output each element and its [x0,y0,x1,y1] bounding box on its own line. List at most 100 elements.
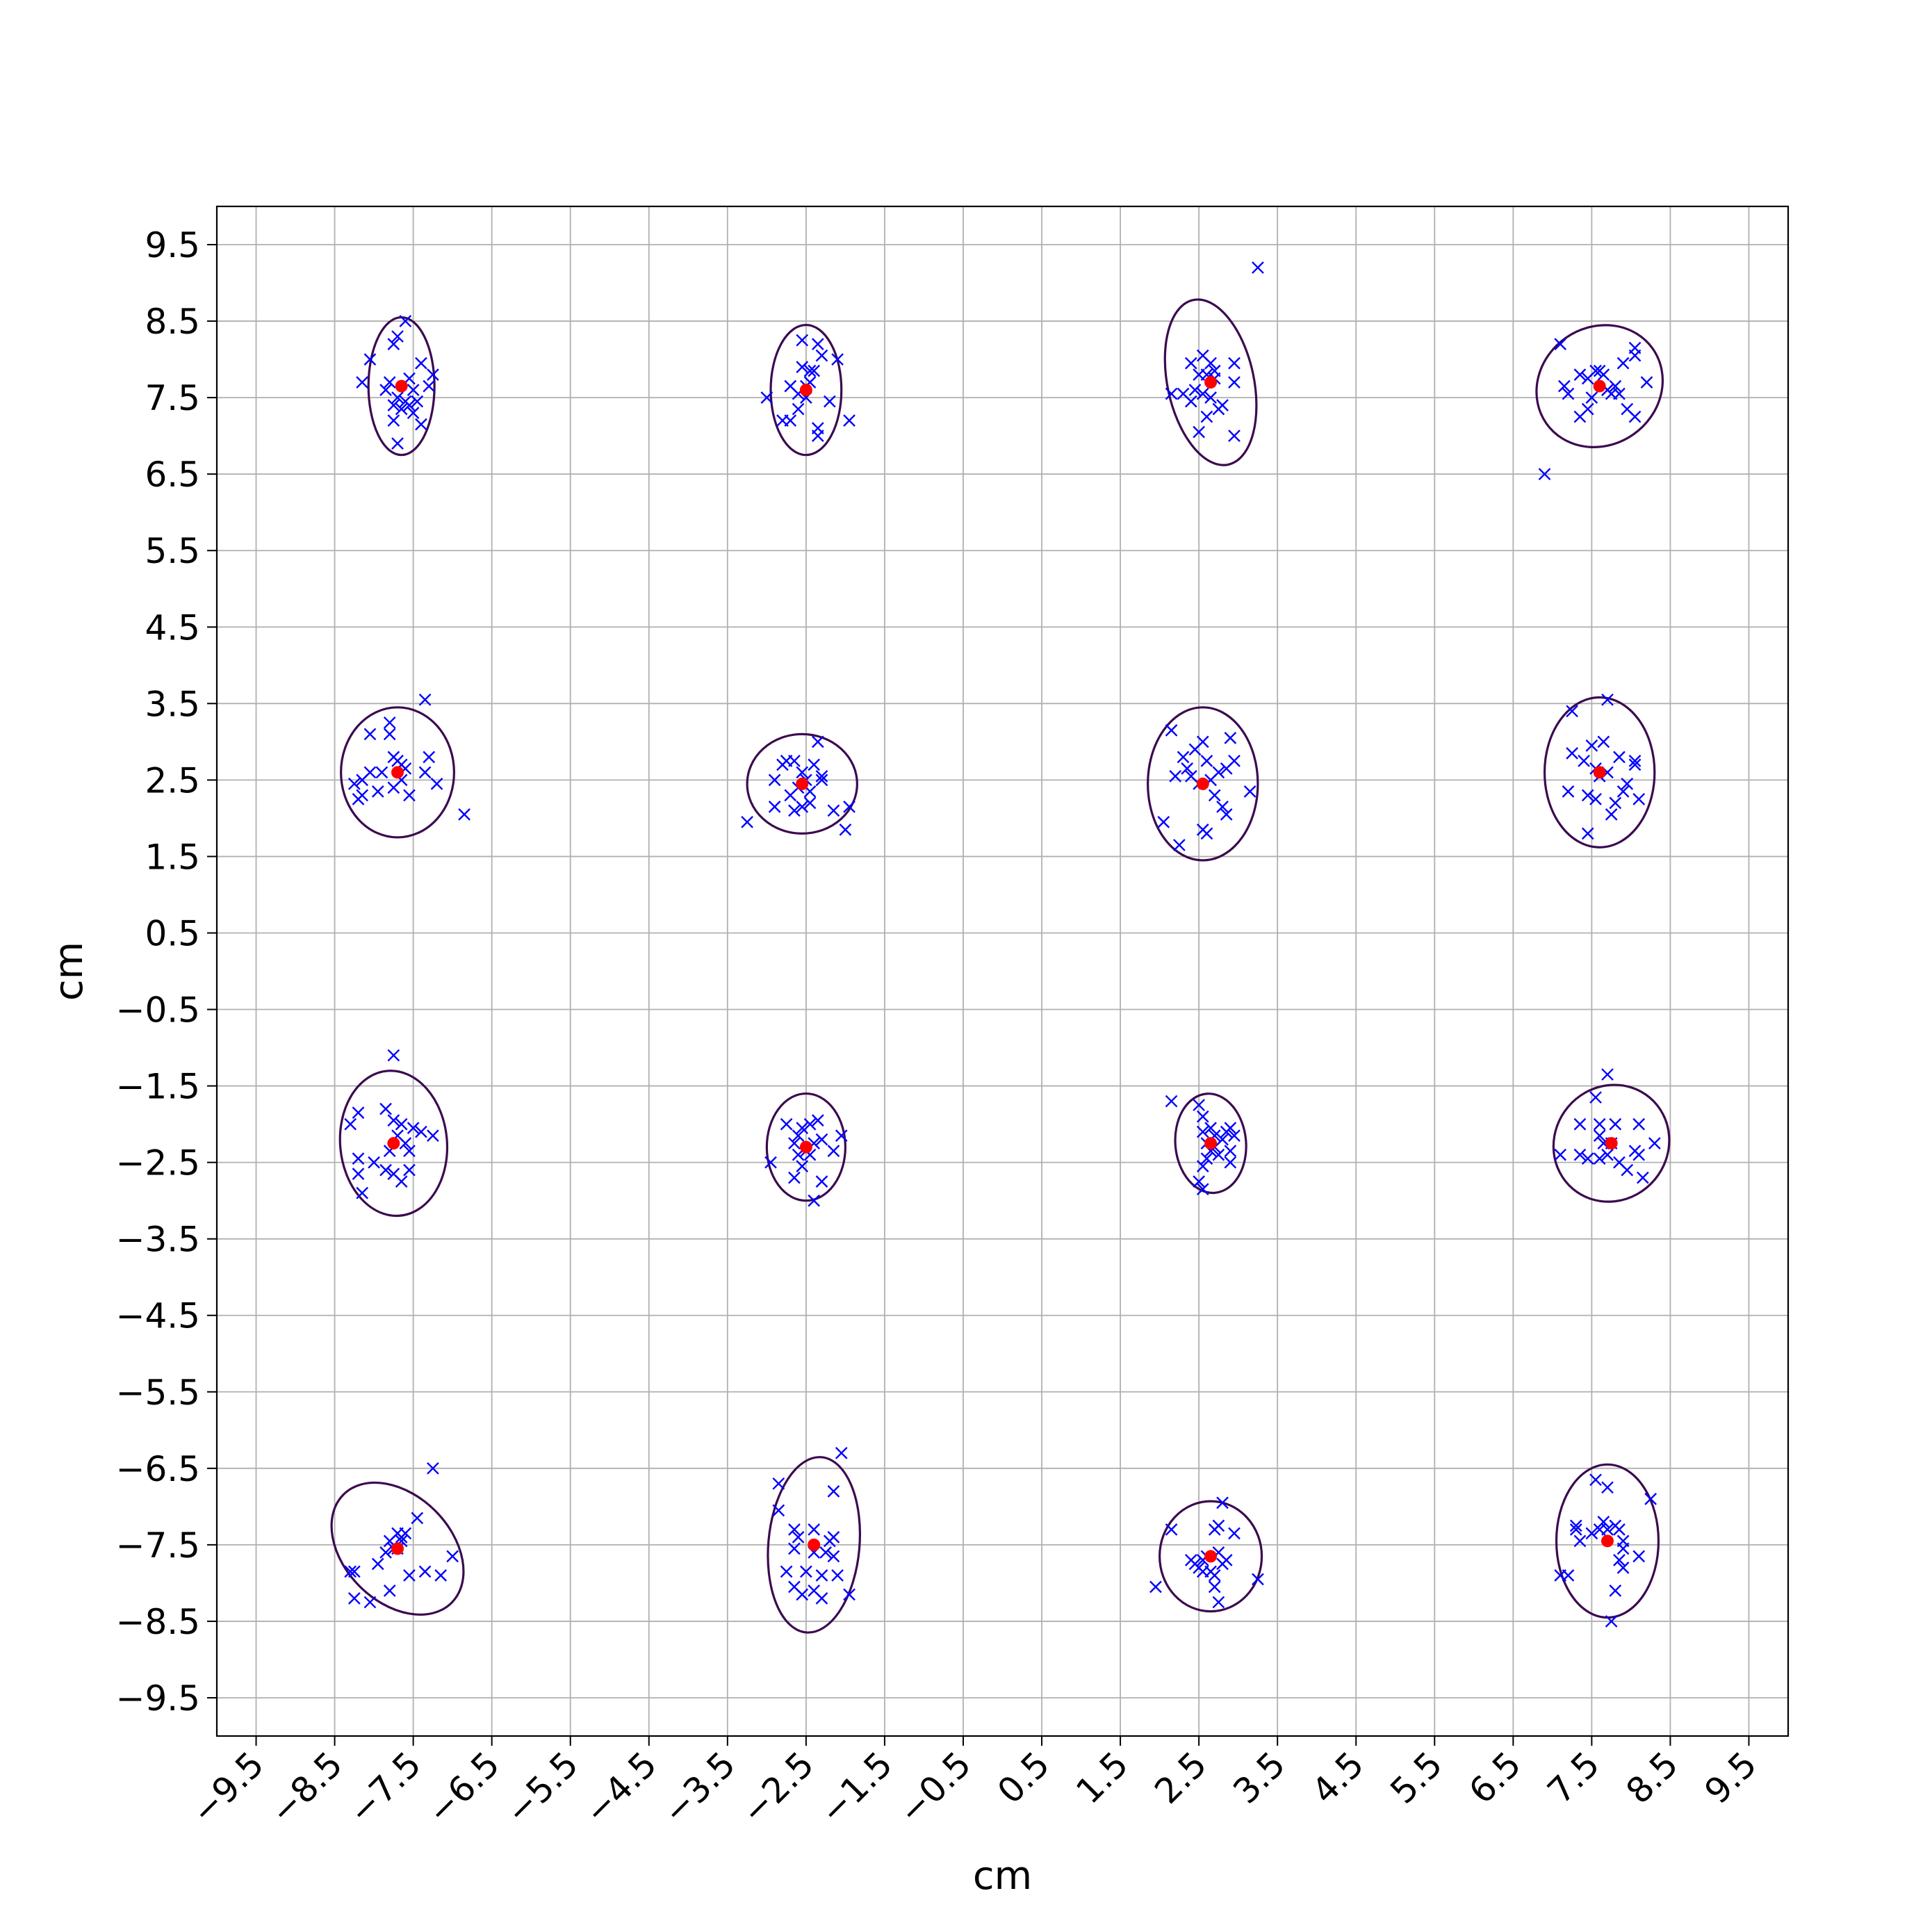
data-point [1208,1523,1221,1536]
data-point [423,379,436,393]
data-point [418,1565,432,1578]
data-point [843,414,856,427]
data-point [803,364,817,377]
data-point [1165,387,1178,400]
data-point [796,334,809,347]
data-point [800,1565,812,1578]
data-point [1566,705,1578,718]
data-point [1578,755,1590,767]
y-tick-label: −8.5 [116,1602,200,1642]
data-point [1640,376,1653,388]
data-point [815,1175,828,1188]
data-point [418,693,432,706]
data-point [1212,1148,1225,1161]
data-point [352,1106,365,1119]
data-point [1228,429,1241,442]
confidence-ellipse [769,323,843,457]
data-point [1165,1095,1178,1108]
data-point [395,1531,408,1544]
data-point [1616,357,1630,370]
data-point [1581,372,1594,385]
data-point [1632,1550,1646,1563]
y-tick-label: 2.5 [145,760,200,801]
data-point [391,437,404,450]
data-point [772,1477,785,1490]
data-point [1581,1152,1594,1165]
y-tick-label: 1.5 [145,837,200,877]
y-tick-label: −1.5 [116,1067,200,1107]
data-point [1597,735,1610,748]
data-point [1628,758,1642,771]
data-point [780,1118,793,1131]
data-point [1157,816,1170,828]
data-point [1200,827,1213,840]
data-point [1212,402,1225,416]
data-point [1196,1565,1209,1578]
data-point [808,1194,821,1207]
data-point [780,1565,793,1578]
data-point [395,1118,408,1131]
data-point [823,1534,836,1548]
data-point [446,1550,459,1563]
data-point [788,804,801,817]
data-point [1216,1496,1229,1509]
data-point [1609,1118,1622,1131]
data-point [1196,1160,1209,1172]
data-point [815,1592,828,1605]
data-point [1224,732,1237,744]
data-point [1581,827,1594,840]
data-point [352,1168,365,1180]
data-point [827,1550,840,1563]
data-point [1589,1091,1602,1104]
data-point [796,1588,809,1601]
data-point [764,1156,777,1169]
data-point [827,1145,840,1157]
data-point [415,1125,427,1138]
data-point [1597,368,1610,381]
data-point [399,315,412,327]
data-point [1632,1118,1646,1131]
data-point [1200,410,1213,423]
data-point [1637,1171,1649,1184]
y-tick-label: 6.5 [145,455,200,495]
data-point [1169,770,1182,783]
data-point [819,1546,832,1559]
data-point [363,728,377,741]
data-point [344,1118,357,1131]
data-point [1208,1569,1221,1582]
data-point [1648,1137,1661,1149]
data-point [407,384,420,396]
y-tick-label: −3.5 [116,1220,200,1260]
data-point [808,364,821,377]
data-point [843,1588,856,1601]
data-point [356,789,368,802]
data-point [796,1122,809,1134]
confidence-ellipse [1147,706,1259,862]
data-point [1609,1585,1622,1597]
cluster-center [391,766,404,779]
data-point [776,758,789,771]
data-point [1196,1183,1209,1195]
y-tick-label: 3.5 [145,684,200,724]
cluster-center [1204,1550,1218,1563]
data-point [772,1504,785,1517]
cluster-center [1196,777,1209,790]
data-point [1184,1554,1197,1566]
data-point [1193,1175,1205,1188]
data-point [815,349,828,362]
confidence-ellipse [767,1456,862,1634]
data-point [1208,1580,1221,1594]
data-point [1193,1099,1205,1111]
data-point [808,758,821,771]
data-point [458,808,470,821]
y-tick-label: −0.5 [116,990,200,1031]
data-point [1208,789,1221,802]
data-point [1220,808,1233,821]
data-point [1228,357,1241,370]
data-point [1573,1534,1587,1548]
data-point [1585,391,1598,404]
cluster-center [1204,376,1218,389]
data-point [1188,384,1202,396]
